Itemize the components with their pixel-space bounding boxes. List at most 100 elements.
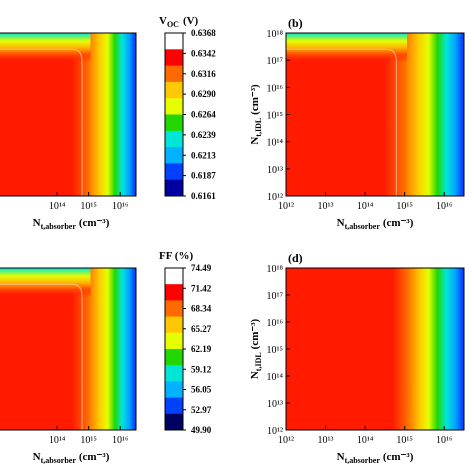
- x-tick-label: 10¹⁶: [436, 201, 453, 212]
- x-axis-title-sub: t,absorber: [41, 222, 77, 231]
- colorbar-swatch: [165, 163, 183, 181]
- y-tick-label: 10¹²: [267, 426, 283, 437]
- y-axis-title-unit: (cm⁻³): [249, 319, 261, 350]
- y-tick-label: 10¹⁸: [267, 264, 284, 275]
- colorbar-tick-label: 52.97: [191, 405, 212, 415]
- y-axis-title-sub: t,IDL: [254, 352, 263, 371]
- colorbar-tick-label: 56.05: [191, 385, 212, 395]
- colorbar-tick-label: 0.6213: [191, 150, 216, 160]
- y-tick-label: 10¹⁵: [267, 345, 283, 356]
- colorbar-swatch: [165, 332, 183, 350]
- x-axis-title-unit: (cm⁻³): [383, 217, 414, 229]
- colorbar-tick-label: 0.6239: [191, 130, 216, 140]
- heatmap-fill: [286, 268, 464, 430]
- colorbar-title-sub: OC: [167, 20, 179, 29]
- panel-b: 10¹² 10¹³ 10¹⁴ 10¹⁵ 10¹⁶ 10¹² 10¹³ 10¹⁴ 10¹⁵ 10¹⁶…: [249, 16, 465, 231]
- x-tick-label: 10¹⁶: [436, 435, 453, 446]
- colorbar-tick-label: 71.42: [191, 283, 212, 293]
- colorbar-swatch: [165, 284, 183, 301]
- colorbar-swatch: [165, 98, 183, 115]
- colorbar-swatch: [165, 316, 183, 334]
- colorbar-title-unit: (V): [183, 15, 199, 27]
- panel-label: (d): [288, 251, 303, 265]
- y-axis-title-main: N: [249, 371, 261, 379]
- x-tick-label: 10¹³: [318, 435, 334, 446]
- x-axis-title-unit: (cm⁻³): [79, 451, 110, 463]
- x-axis-title-sub: t,absorber: [345, 456, 381, 465]
- colorbar-tick-label: 68.34: [191, 304, 212, 314]
- x-axis-title-main: N: [337, 451, 345, 463]
- colorbar-swatch: [165, 381, 183, 399]
- y-tick-label: 10¹⁴: [267, 372, 284, 383]
- x-axis-title: Nt,absorber (cm⁻³): [337, 451, 414, 465]
- panel-label: (b): [288, 16, 303, 30]
- y-axis-title: Nt,IDL (cm⁻³): [249, 319, 263, 380]
- colorbar-tick-label: 0.6264: [191, 110, 216, 120]
- y-tick-label: 10¹⁶: [267, 318, 284, 329]
- x-axis-title-main: N: [337, 217, 345, 229]
- colorbar-tick-label: 0.6342: [191, 48, 216, 58]
- heatmap-top-band: [0, 268, 91, 430]
- x-tick-label: 10¹⁶: [112, 435, 129, 446]
- colorbar-tick-label: 49.90: [191, 425, 212, 435]
- x-tick-label: 10¹⁵: [80, 435, 96, 446]
- colorbar-swatch: [165, 147, 183, 164]
- colorbar-tick-label: 59.12: [191, 364, 212, 374]
- contour-line: [0, 283, 83, 430]
- x-tick-label: 10¹⁴: [357, 435, 374, 446]
- x-tick-label: 10¹⁵: [396, 201, 412, 212]
- colorbar-swatch: [165, 349, 183, 366]
- contour-line: [286, 48, 397, 196]
- y-tick-label: 10¹⁶: [267, 83, 284, 94]
- x-axis-title-main: N: [33, 451, 41, 463]
- x-tick-label: 10¹⁴: [49, 201, 66, 212]
- x-axis-title: Nt,absorber (cm⁻³): [33, 217, 110, 231]
- colorbar-tick-label: 0.6187: [191, 171, 216, 181]
- plot-frame: [0, 32, 137, 197]
- colorbar-tick-label: 0.6290: [191, 89, 216, 99]
- x-tick-label: 10¹⁴: [357, 201, 374, 212]
- y-axis-title-unit: (cm⁻³): [249, 84, 261, 115]
- colorbar-title: VOC (V): [159, 15, 199, 29]
- heatmap-top-band: [0, 33, 91, 196]
- colorbar-swatch: [165, 33, 183, 50]
- x-tick-label: 10¹⁵: [80, 201, 96, 212]
- y-tick-label: 10¹³: [267, 165, 283, 176]
- x-tick-label: 10¹²: [278, 201, 294, 212]
- y-tick-label: 10¹⁴: [267, 138, 284, 149]
- plot-frame: [0, 267, 137, 431]
- colorbar-swatch: [165, 130, 183, 148]
- y-tick-label: 10¹⁸: [267, 29, 284, 40]
- x-axis-title-unit: (cm⁻³): [383, 451, 414, 463]
- y-tick-label: 10¹³: [267, 399, 283, 410]
- colorbar-tick-label: 74.49: [191, 263, 212, 273]
- panel-d: 10¹² 10¹³ 10¹⁴ 10¹⁵ 10¹⁶ 10¹² 10¹³ 10¹⁴ 10¹⁵ 10¹⁶…: [249, 251, 465, 465]
- colorbar-swatch: [165, 413, 183, 431]
- x-tick-label: 10¹⁵: [396, 435, 412, 446]
- x-tick-label: 10¹³: [318, 201, 334, 212]
- y-axis-title-main: N: [249, 137, 261, 145]
- colorbar-swatch: [165, 49, 183, 67]
- colorbar-swatch: [165, 114, 183, 132]
- colorbar-swatch: [165, 268, 183, 285]
- contour-line: [0, 48, 83, 196]
- colorbar-title: FF (%): [159, 250, 193, 262]
- x-axis-title: Nt,absorber (cm⁻³): [33, 451, 110, 465]
- colorbar-swatch: [165, 81, 183, 99]
- colorbar-title-main: V: [159, 15, 167, 27]
- colorbar-tick-label: 65.27: [191, 324, 212, 334]
- y-tick-label: 10¹⁷: [267, 56, 284, 67]
- colorbar-tick-label: 0.6316: [191, 69, 216, 79]
- colorbar-tick-label: 62.19: [191, 344, 212, 354]
- colorbar-swatch: [165, 179, 183, 197]
- x-axis-title-sub: t,absorber: [41, 456, 77, 465]
- y-tick-label: 10¹⁷: [267, 291, 284, 302]
- heatmap-top-band: [286, 33, 408, 196]
- y-tick-label: 10¹⁵: [267, 111, 283, 122]
- y-axis-title-sub: t,IDL: [254, 118, 263, 137]
- colorbar-tick-label: 0.6368: [191, 28, 216, 38]
- x-tick-label: 10¹⁶: [112, 201, 129, 212]
